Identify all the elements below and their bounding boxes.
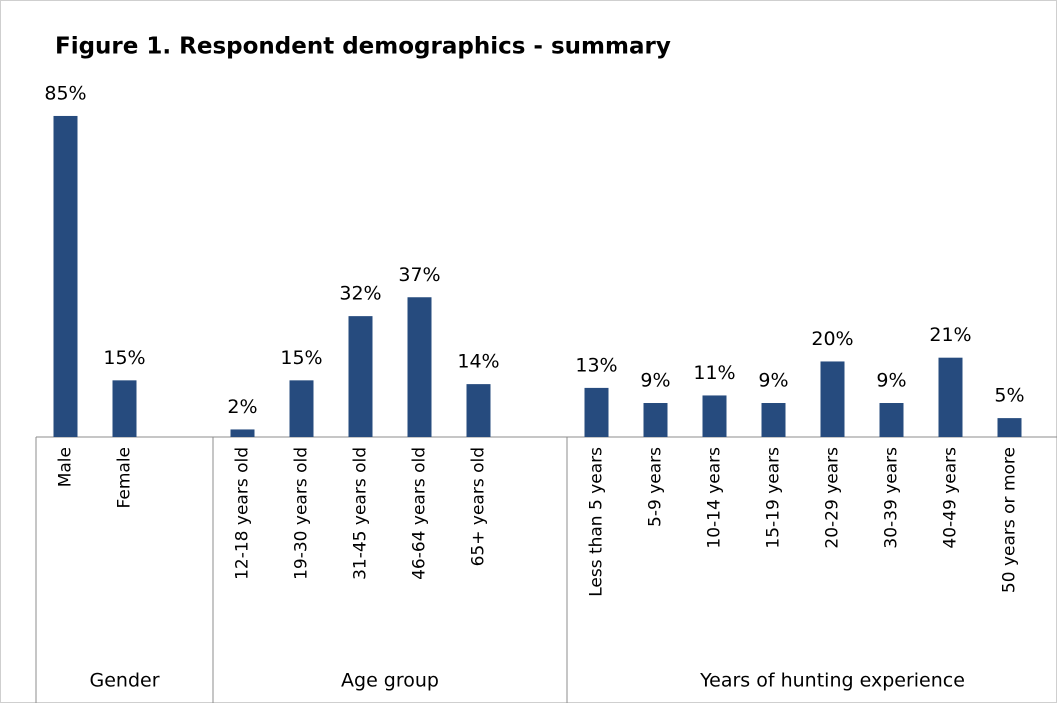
bar xyxy=(584,387,609,437)
x-tick-label: 31-45 years old xyxy=(351,447,371,580)
data-label: 9% xyxy=(758,370,788,392)
data-label: 21% xyxy=(929,324,971,346)
bar xyxy=(938,357,963,437)
data-label: 15% xyxy=(280,347,322,369)
x-tick-label: 65+ years old xyxy=(469,447,489,566)
data-label: 32% xyxy=(339,283,381,305)
data-label: 37% xyxy=(398,264,440,286)
data-label: 20% xyxy=(811,328,853,350)
bar xyxy=(761,403,786,437)
data-label: 85% xyxy=(44,82,86,104)
x-tick-label: 10-14 years xyxy=(705,447,725,549)
bar xyxy=(230,429,255,437)
x-tick-label: 12-18 years old xyxy=(233,447,253,580)
x-tick-label: 15-19 years xyxy=(764,447,784,549)
data-label: 15% xyxy=(103,347,145,369)
data-label: 11% xyxy=(693,362,735,384)
group-label: Years of hunting experience xyxy=(699,670,965,692)
bar xyxy=(879,403,904,437)
bar xyxy=(466,384,491,437)
data-label: 14% xyxy=(457,351,499,373)
bar xyxy=(702,395,727,437)
x-tick-label: 20-29 years xyxy=(823,447,843,549)
data-label: 13% xyxy=(575,354,617,376)
x-tick-label: 30-39 years xyxy=(882,447,902,549)
bar xyxy=(820,361,845,437)
bar xyxy=(289,380,314,437)
group-label: Gender xyxy=(89,670,159,692)
x-tick-label: Male xyxy=(56,447,76,487)
x-tick-label: 19-30 years old xyxy=(292,447,312,580)
group-label: Age group xyxy=(341,670,439,692)
chart-title: Figure 1. Respondent demographics - summ… xyxy=(55,34,671,60)
data-label: 5% xyxy=(994,385,1024,407)
data-label: 9% xyxy=(640,370,670,392)
x-tick-label: 5-9 years xyxy=(646,447,666,527)
x-tick-label: 40-49 years xyxy=(941,447,961,549)
bar xyxy=(407,297,432,437)
data-label: 2% xyxy=(227,396,257,418)
bar xyxy=(997,418,1022,437)
bar xyxy=(53,115,78,437)
data-label: 9% xyxy=(876,370,906,392)
bar xyxy=(112,380,137,437)
x-tick-label: Female xyxy=(115,447,135,508)
x-tick-label: Less than 5 years xyxy=(587,447,607,597)
x-tick-label: 46-64 years old xyxy=(410,447,430,580)
x-tick-label: 50 years or more xyxy=(1000,447,1020,593)
bar xyxy=(643,403,668,437)
bar xyxy=(348,316,373,437)
